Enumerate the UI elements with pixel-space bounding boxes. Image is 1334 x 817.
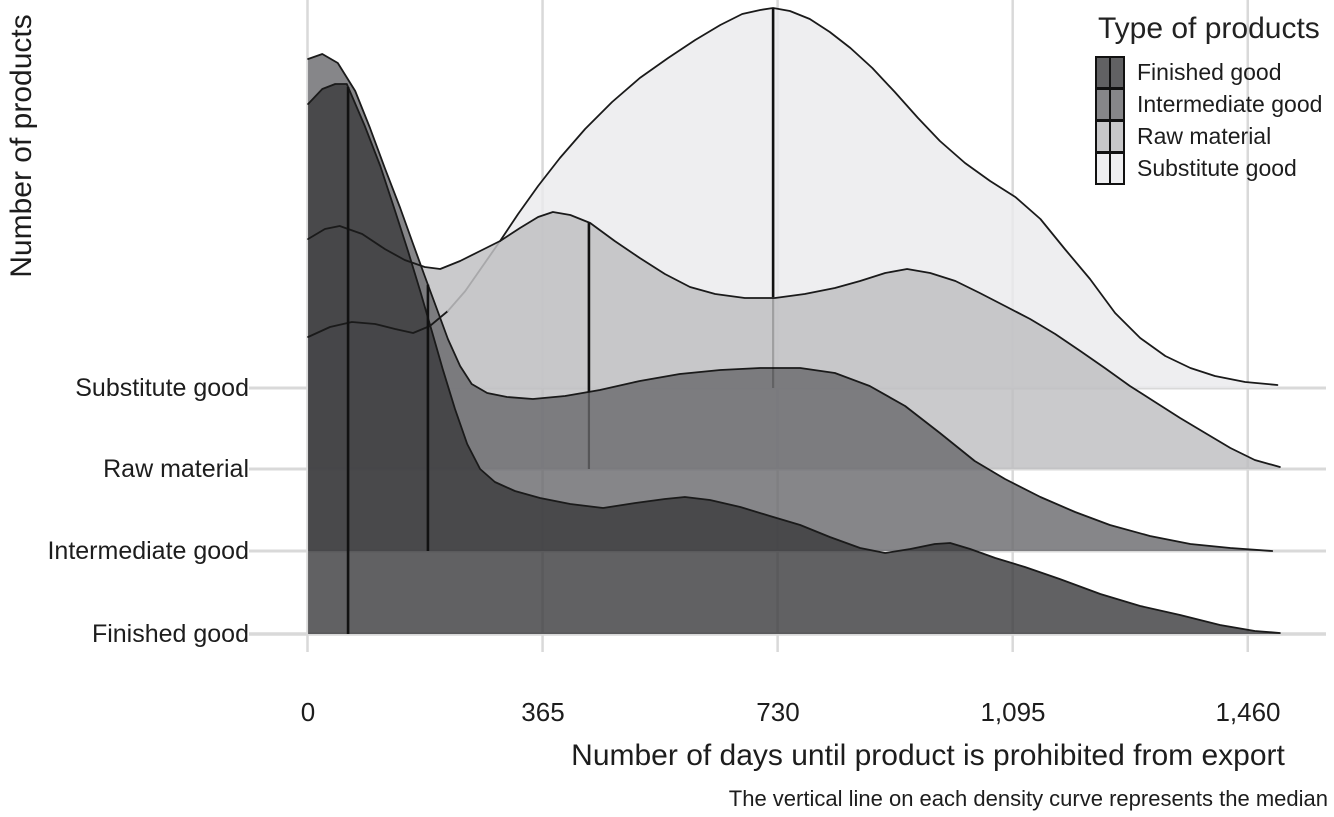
legend-key-swatch [1095, 151, 1125, 185]
legend-item-finished-good: Finished good [1085, 55, 1322, 89]
caption: The vertical line on each density curve … [728, 786, 1328, 811]
y-label-finished-good: Finished good [91, 620, 249, 648]
legend-item-label: Intermediate good [1137, 90, 1323, 117]
legend-item-label: Raw material [1137, 122, 1272, 149]
legend-item-label: Substitute good [1137, 154, 1297, 181]
x-tick-365: 365 [521, 697, 565, 727]
x-tick-730: 730 [756, 697, 800, 727]
y-label-intermediate-good: Intermediate good [47, 537, 249, 565]
x-tick-1460: 1,460 [1215, 697, 1281, 727]
legend-title: Type of products [1098, 12, 1320, 45]
legend: Type of products Finished good Intermedia… [1085, 12, 1323, 185]
x-axis-title: Number of days until product is prohibit… [571, 739, 1285, 772]
density-curve-substitute-good [499, 7, 1279, 386]
legend-key-swatch [1095, 119, 1125, 153]
y-label-substitute-good: Substitute good [75, 374, 249, 402]
density-area-intermediate-good [308, 54, 1273, 551]
legend-key-median-line [1109, 121, 1111, 151]
density-curve-raw-material [307, 211, 1281, 468]
x-tick-1095: 1,095 [980, 697, 1046, 727]
density-curve-substitute-good [447, 240, 501, 312]
legend-item-intermediate-good: Intermediate good [1085, 87, 1323, 121]
legend-item-label: Finished good [1137, 58, 1282, 85]
legend-key-swatch [1095, 55, 1125, 89]
legend-item-raw-material: Raw material [1085, 119, 1322, 153]
y-label-raw-material: Raw material [103, 455, 249, 483]
legend-item-substitute-good: Substitute good [1085, 151, 1322, 185]
density-curve-intermediate-good [307, 53, 1274, 552]
density-curve-finished-good [307, 83, 1281, 634]
legend-key-median-line [1109, 89, 1111, 119]
x-tick-0: 0 [300, 697, 316, 727]
legend-key-swatch [1095, 87, 1125, 121]
legend-key-median-line [1109, 57, 1111, 87]
legend-rows: Finished good Intermediate good Raw materi… [1085, 55, 1323, 185]
legend-key-median-line [1109, 153, 1111, 183]
y-axis-title: Number of products [5, 14, 38, 278]
